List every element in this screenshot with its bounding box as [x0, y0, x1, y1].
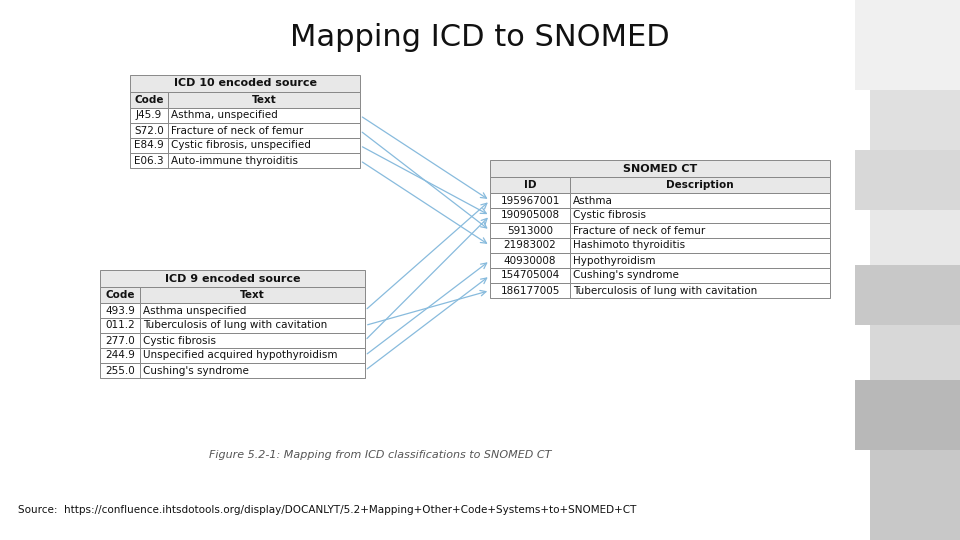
Bar: [570, 253, 830, 268]
Text: Code: Code: [134, 95, 164, 105]
Text: Text: Text: [252, 95, 276, 105]
Text: Cystic fibrosis, unspecified: Cystic fibrosis, unspecified: [171, 140, 311, 151]
Text: Cushing's syndrome: Cushing's syndrome: [143, 366, 249, 375]
Text: E06.3: E06.3: [134, 156, 164, 165]
Bar: [130, 138, 168, 153]
Bar: [130, 75, 360, 92]
Text: Asthma: Asthma: [573, 195, 612, 206]
Bar: [490, 193, 570, 208]
Text: Figure 5.2-1: Mapping from ICD classifications to SNOMED CT: Figure 5.2-1: Mapping from ICD classific…: [209, 450, 551, 460]
Bar: [570, 193, 830, 208]
Bar: [855, 150, 960, 210]
Bar: [100, 333, 140, 348]
Bar: [140, 363, 365, 378]
Bar: [870, 325, 960, 380]
Bar: [100, 363, 140, 378]
Bar: [490, 268, 570, 283]
Bar: [130, 123, 168, 138]
Bar: [140, 287, 365, 303]
Bar: [130, 108, 168, 123]
Text: 493.9: 493.9: [105, 306, 135, 315]
Bar: [490, 283, 570, 298]
Text: S72.0: S72.0: [134, 125, 164, 136]
Text: Unspecified acquired hypothyroidism: Unspecified acquired hypothyroidism: [143, 350, 338, 361]
Bar: [570, 268, 830, 283]
Text: Asthma unspecified: Asthma unspecified: [143, 306, 247, 315]
Bar: [570, 223, 830, 238]
Bar: [130, 153, 168, 168]
Bar: [570, 238, 830, 253]
Text: ICD 9 encoded source: ICD 9 encoded source: [165, 273, 300, 284]
Bar: [100, 270, 365, 287]
Bar: [100, 303, 140, 318]
Bar: [168, 92, 360, 108]
Text: Source:  https://confluence.ihtsdotools.org/display/DOCANLYT/5.2+Mapping+Other+C: Source: https://confluence.ihtsdotools.o…: [18, 505, 636, 515]
Bar: [490, 223, 570, 238]
Bar: [855, 265, 960, 325]
Text: Cushing's syndrome: Cushing's syndrome: [573, 271, 679, 280]
Bar: [870, 210, 960, 265]
Text: E84.9: E84.9: [134, 140, 164, 151]
Text: 011.2: 011.2: [106, 321, 134, 330]
Text: Auto-immune thyroiditis: Auto-immune thyroiditis: [171, 156, 298, 165]
Bar: [140, 333, 365, 348]
Bar: [168, 138, 360, 153]
Text: Cystic fibrosis: Cystic fibrosis: [143, 335, 216, 346]
Text: Fracture of neck of femur: Fracture of neck of femur: [171, 125, 303, 136]
Text: ICD 10 encoded source: ICD 10 encoded source: [174, 78, 317, 89]
Bar: [570, 208, 830, 223]
Text: 277.0: 277.0: [106, 335, 134, 346]
Text: 21983002: 21983002: [504, 240, 557, 251]
Text: 5913000: 5913000: [507, 226, 553, 235]
Bar: [168, 123, 360, 138]
Text: 255.0: 255.0: [106, 366, 134, 375]
Bar: [855, 0, 960, 90]
Text: 244.9: 244.9: [105, 350, 135, 361]
Bar: [490, 177, 570, 193]
Bar: [870, 450, 960, 540]
Bar: [855, 380, 960, 450]
Text: Tuberculosis of lung with cavitation: Tuberculosis of lung with cavitation: [143, 321, 327, 330]
Bar: [870, 90, 960, 150]
Text: Hypothyroidism: Hypothyroidism: [573, 255, 656, 266]
Bar: [570, 177, 830, 193]
Bar: [168, 108, 360, 123]
Text: Fracture of neck of femur: Fracture of neck of femur: [573, 226, 706, 235]
Bar: [100, 318, 140, 333]
Text: SNOMED CT: SNOMED CT: [623, 164, 697, 173]
Text: Hashimoto thyroiditis: Hashimoto thyroiditis: [573, 240, 685, 251]
Text: Tuberculosis of lung with cavitation: Tuberculosis of lung with cavitation: [573, 286, 757, 295]
Bar: [140, 318, 365, 333]
Bar: [140, 348, 365, 363]
Text: Mapping ICD to SNOMED: Mapping ICD to SNOMED: [290, 24, 670, 52]
Text: J45.9: J45.9: [136, 111, 162, 120]
Text: Description: Description: [666, 180, 733, 190]
Text: 195967001: 195967001: [500, 195, 560, 206]
Text: Asthma, unspecified: Asthma, unspecified: [171, 111, 277, 120]
Text: 154705004: 154705004: [500, 271, 560, 280]
Bar: [490, 253, 570, 268]
Bar: [130, 92, 168, 108]
Bar: [100, 348, 140, 363]
Text: 40930008: 40930008: [504, 255, 556, 266]
Text: Code: Code: [106, 290, 134, 300]
Text: Text: Text: [240, 290, 265, 300]
Bar: [490, 160, 830, 177]
Bar: [570, 283, 830, 298]
Bar: [490, 238, 570, 253]
Text: ID: ID: [524, 180, 537, 190]
Bar: [490, 208, 570, 223]
Bar: [100, 287, 140, 303]
Text: 190905008: 190905008: [500, 211, 560, 220]
Bar: [168, 153, 360, 168]
Text: 186177005: 186177005: [500, 286, 560, 295]
Bar: [140, 303, 365, 318]
Text: Cystic fibrosis: Cystic fibrosis: [573, 211, 646, 220]
